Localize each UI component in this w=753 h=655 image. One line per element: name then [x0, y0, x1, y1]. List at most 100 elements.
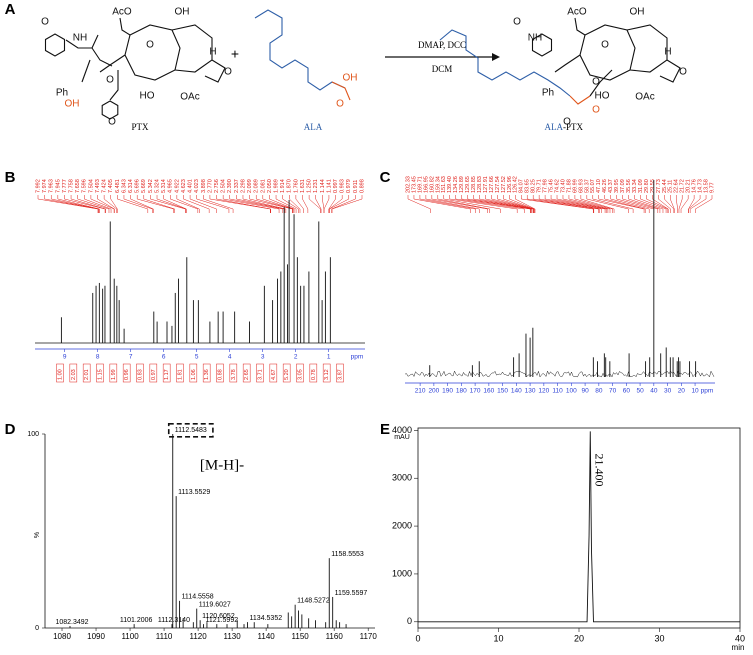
peak-label: 14.73 [698, 179, 704, 193]
peak-label: 58.37 [584, 179, 590, 193]
peak-label: 7.758 [69, 179, 75, 193]
peak-label: 6.343 [121, 179, 127, 193]
bond [579, 24, 636, 81]
x-tick-label: 10 [691, 388, 699, 395]
atom-label: O [513, 17, 521, 28]
peak-label-leader [269, 195, 295, 213]
integral-label: 3.78 [231, 369, 237, 380]
peak-label: 7.504 [88, 179, 94, 193]
integral-box [256, 363, 264, 383]
integral-label: 1.36 [204, 369, 210, 380]
peak-label: 14.76 [692, 179, 698, 193]
peak-label: 159.34 [435, 176, 441, 193]
peak-label-leader [289, 195, 301, 213]
peak-label: 43.37 [608, 179, 614, 193]
atom-label: OAc [635, 92, 654, 103]
peak-label: 169.71 [417, 176, 423, 193]
peak-label: 1158.5553 [331, 551, 364, 558]
x-tick-label: 70 [609, 388, 617, 395]
peak-label: 202.33 [405, 176, 411, 193]
peak-label-leader [695, 195, 713, 213]
x-tick-label: 80 [595, 388, 603, 395]
peak-label: 46.26 [602, 179, 608, 193]
peak-label-leader [44, 195, 99, 213]
x-tick-label: 1120 [189, 632, 207, 641]
integral-label: 1.15 [97, 369, 103, 380]
peak-label-leader [143, 195, 175, 213]
peak-label: 3.898 [201, 179, 207, 193]
peak-label-leader [216, 195, 272, 213]
bond [659, 59, 681, 83]
x-axis-label: min [732, 643, 745, 652]
integral-label: 2.65 [244, 369, 250, 380]
compound-name: ALA [304, 122, 323, 132]
x-tick-label: 1160 [326, 632, 344, 641]
peak-label-leader [123, 195, 153, 213]
peak-label-leader [242, 195, 287, 213]
peak-label: 5.696 [135, 179, 141, 193]
peak-label-leader [136, 195, 174, 213]
peak-label-leader [515, 195, 536, 213]
integral-label: 1.17 [164, 369, 170, 380]
peak-label-leader [84, 195, 112, 213]
peak-label-leader [574, 195, 613, 213]
x-tick-label: 1130 [224, 632, 242, 641]
peak-label: 31.09 [638, 179, 644, 193]
peak-label: 37.09 [620, 179, 626, 193]
peak-label: 75.46 [549, 179, 555, 193]
ring [531, 33, 553, 57]
x-tick-label: 200 [428, 388, 439, 395]
y-axis-label: mAU [394, 434, 410, 441]
peak-label: 25.44 [662, 179, 668, 193]
x-tick-label: 3 [261, 354, 265, 361]
peak-label-leader [598, 195, 645, 213]
peak-label: 4.023 [194, 179, 200, 193]
peak-label-leader [532, 195, 599, 213]
peak-label: 1.141 [326, 179, 332, 193]
peak-label-leader [461, 195, 531, 213]
x-tick-label: 90 [581, 388, 589, 395]
x-tick-label: 1100 [121, 632, 139, 641]
peak-label: 9.77 [709, 182, 715, 193]
peak-label: 1148.5272 [297, 598, 330, 605]
peak-label-leader [521, 195, 594, 213]
integral-box [96, 363, 104, 383]
atom-label: Ph [56, 88, 68, 99]
peak-label-leader [479, 195, 532, 213]
atom-label: OH [630, 7, 645, 18]
peak-label: 134.26 [453, 176, 459, 193]
peak-label-leader [688, 195, 701, 213]
peak-label-leader [110, 195, 118, 213]
peak-label: 55.07 [590, 179, 596, 193]
peak-label-leader [678, 195, 683, 213]
peak-label-leader [57, 195, 100, 213]
peak-label-leader [449, 195, 518, 213]
peak-label-leader [295, 195, 304, 213]
x-tick-label: 110 [552, 388, 563, 395]
x-tick-label: 4 [228, 354, 232, 361]
bond [626, 24, 668, 73]
peak-label: 2.099 [247, 179, 253, 193]
integral-box [242, 363, 251, 383]
peak-label-leader [203, 195, 234, 213]
peak-label-leader [652, 195, 669, 213]
integral-label: 2.03 [71, 369, 77, 380]
peak-label-leader [222, 195, 280, 213]
x-tick-label: 1110 [156, 632, 173, 641]
peak-label-leader [425, 195, 480, 213]
x-tick-label: 1090 [87, 632, 105, 641]
peak-label-leader [562, 195, 609, 213]
integral-box [229, 363, 238, 383]
peak-label: 21.72 [680, 179, 686, 193]
peak-label-leader [229, 195, 284, 213]
peak-label: 1112.5483 [175, 427, 207, 434]
peak-label: 25.11 [668, 180, 674, 193]
peak-label-leader [407, 195, 431, 213]
peak-label-leader [150, 195, 186, 213]
atom-label: O [146, 40, 154, 51]
peak-label-leader [282, 195, 299, 213]
peak-label: 127.91 [483, 176, 489, 193]
atom-label: H [209, 47, 216, 58]
peak-label: 69.99 [572, 179, 578, 193]
atom-label: O [224, 67, 232, 78]
